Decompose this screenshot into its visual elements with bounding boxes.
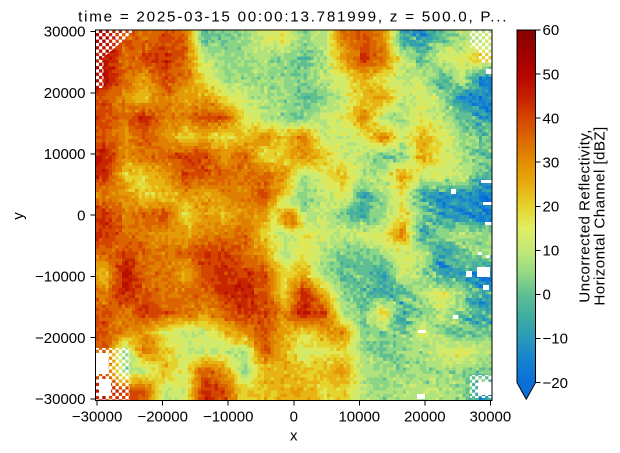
svg-text:−10000: −10000 <box>35 269 85 286</box>
svg-text:Uncorrected Reflectivity,Horiz: Uncorrected Reflectivity,Horizontal Chan… <box>577 126 609 305</box>
svg-text:time = 2025-03-15 00:00:13.781: time = 2025-03-15 00:00:13.781999, z = 5… <box>78 9 508 26</box>
svg-text:10000: 10000 <box>338 409 380 426</box>
svg-text:40: 40 <box>543 110 560 127</box>
svg-text:0: 0 <box>77 207 85 224</box>
svg-text:30000: 30000 <box>44 24 86 41</box>
svg-text:50: 50 <box>543 66 560 83</box>
svg-text:30000: 30000 <box>470 409 512 426</box>
svg-text:10: 10 <box>543 243 560 260</box>
svg-text:−10000: −10000 <box>203 409 253 426</box>
svg-text:−30000: −30000 <box>35 391 85 408</box>
svg-text:0: 0 <box>543 287 551 304</box>
svg-text:30: 30 <box>543 154 560 171</box>
svg-text:x: x <box>290 427 298 444</box>
svg-text:−20000: −20000 <box>35 330 85 347</box>
svg-text:10000: 10000 <box>44 146 86 163</box>
svg-text:20: 20 <box>543 199 560 216</box>
svg-text:y: y <box>10 212 27 220</box>
svg-text:−20: −20 <box>543 375 568 392</box>
svg-text:−10: −10 <box>543 331 568 348</box>
svg-text:−30000: −30000 <box>72 409 122 426</box>
svg-text:−20000: −20000 <box>137 409 187 426</box>
svg-text:60: 60 <box>543 22 560 39</box>
svg-text:20000: 20000 <box>44 85 86 102</box>
svg-text:0: 0 <box>290 409 298 426</box>
svg-text:20000: 20000 <box>404 409 446 426</box>
